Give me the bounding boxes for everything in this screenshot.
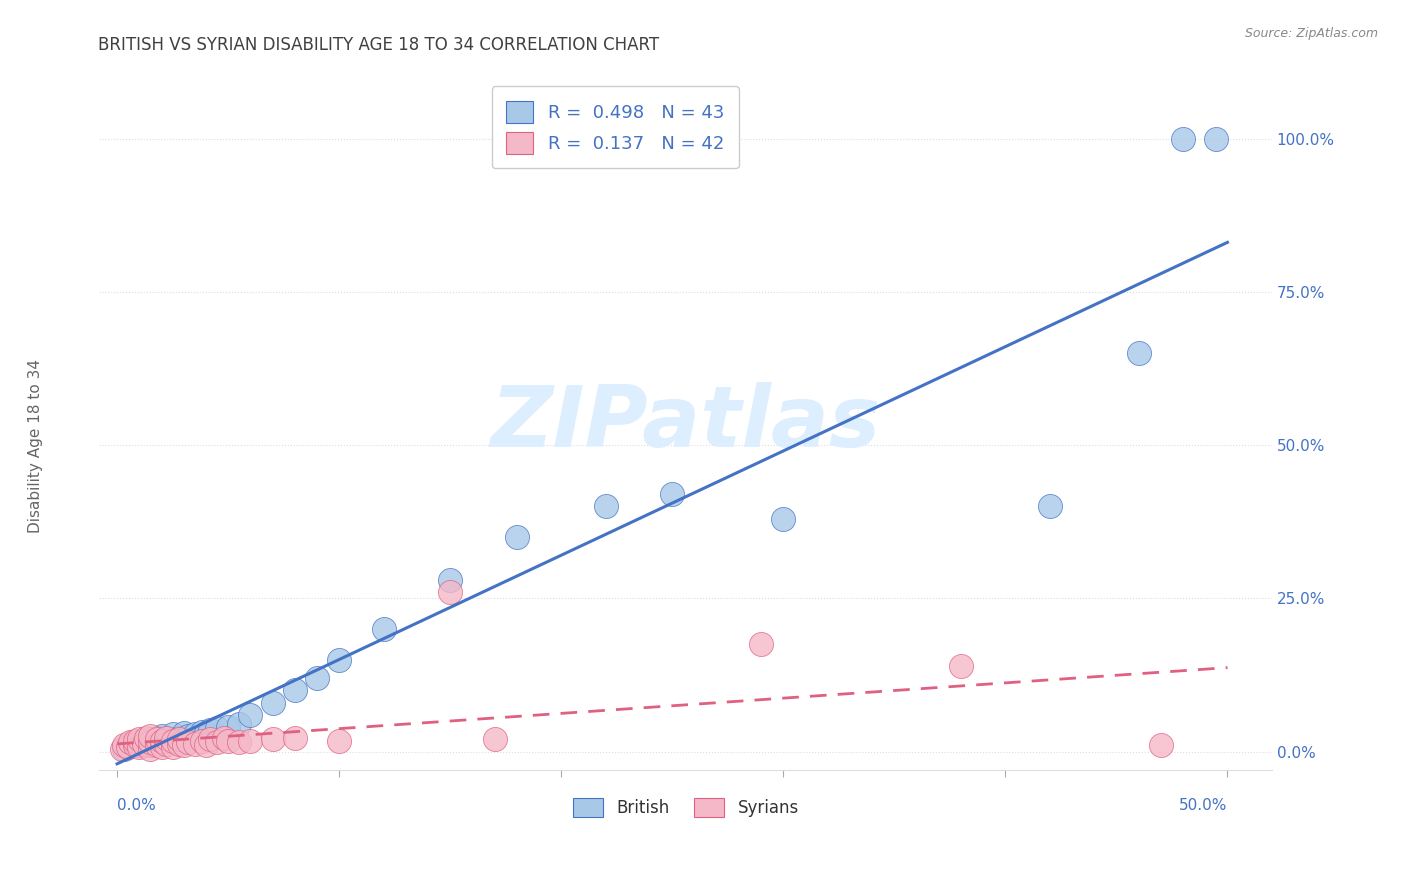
Point	[190, 725, 212, 739]
Point	[120, 735, 142, 749]
Point	[117, 739, 139, 754]
Point	[1171, 132, 1194, 146]
Point	[194, 739, 217, 753]
Point	[128, 739, 150, 754]
Point	[305, 671, 328, 685]
Point	[135, 731, 157, 745]
Point	[228, 735, 250, 749]
Point	[128, 739, 150, 753]
Point	[200, 732, 222, 747]
Point	[506, 530, 529, 544]
Point	[484, 732, 506, 747]
Point	[120, 739, 142, 753]
Text: Source: ZipAtlas.com: Source: ZipAtlas.com	[1244, 27, 1378, 40]
Point	[132, 737, 155, 751]
Point	[661, 487, 683, 501]
Point	[749, 637, 772, 651]
Point	[169, 732, 191, 747]
Point	[1150, 739, 1173, 753]
Point	[146, 739, 169, 753]
Point	[150, 735, 173, 749]
Point	[439, 585, 461, 599]
Point	[262, 696, 284, 710]
Point	[124, 733, 146, 747]
Point	[173, 726, 195, 740]
Point	[1128, 346, 1150, 360]
Point	[1039, 500, 1062, 514]
Point	[155, 733, 177, 747]
Point	[162, 727, 184, 741]
Point	[328, 653, 350, 667]
Point	[162, 739, 184, 754]
Point	[135, 733, 157, 747]
Point	[439, 573, 461, 587]
Point	[173, 733, 195, 747]
Point	[124, 737, 146, 751]
Point	[239, 707, 262, 722]
Point	[262, 732, 284, 747]
Point	[132, 737, 155, 751]
Point	[150, 729, 173, 743]
Point	[150, 733, 173, 747]
Text: ZIPatlas: ZIPatlas	[491, 382, 880, 466]
Point	[139, 739, 162, 753]
Point	[217, 720, 239, 734]
Point	[205, 722, 228, 736]
Point	[169, 737, 191, 751]
Point	[184, 727, 207, 741]
Point	[173, 739, 195, 753]
Point	[139, 729, 162, 743]
Point	[177, 729, 200, 743]
Text: Disability Age 18 to 34: Disability Age 18 to 34	[28, 359, 42, 533]
Point	[328, 733, 350, 747]
Point	[228, 717, 250, 731]
Point	[595, 500, 617, 514]
Point	[162, 732, 184, 747]
Text: BRITISH VS SYRIAN DISABILITY AGE 18 TO 34 CORRELATION CHART: BRITISH VS SYRIAN DISABILITY AGE 18 TO 3…	[98, 36, 659, 54]
Point	[155, 737, 177, 751]
Point	[772, 512, 794, 526]
Point	[190, 733, 212, 747]
Point	[949, 658, 972, 673]
Point	[177, 735, 200, 749]
Point	[150, 739, 173, 754]
Legend: British, Syrians: British, Syrians	[565, 791, 806, 824]
Point	[162, 733, 184, 747]
Point	[239, 733, 262, 747]
Point	[373, 622, 395, 636]
Point	[205, 735, 228, 749]
Point	[128, 732, 150, 747]
Point	[212, 731, 235, 745]
Point	[124, 739, 146, 753]
Point	[110, 741, 132, 756]
Point	[128, 735, 150, 749]
Text: 0.0%: 0.0%	[117, 797, 156, 813]
Point	[194, 726, 217, 740]
Point	[184, 737, 207, 751]
Point	[139, 732, 162, 747]
Point	[139, 735, 162, 749]
Point	[284, 683, 307, 698]
Point	[146, 732, 169, 747]
Point	[284, 731, 307, 745]
Point	[139, 741, 162, 756]
Point	[155, 731, 177, 745]
Point	[112, 739, 135, 753]
Point	[143, 735, 166, 749]
Point	[1205, 132, 1227, 146]
Point	[146, 731, 169, 745]
Point	[112, 741, 135, 756]
Point	[117, 739, 139, 754]
Point	[217, 733, 239, 747]
Text: 50.0%: 50.0%	[1180, 797, 1227, 813]
Point	[200, 723, 222, 738]
Point	[169, 731, 191, 745]
